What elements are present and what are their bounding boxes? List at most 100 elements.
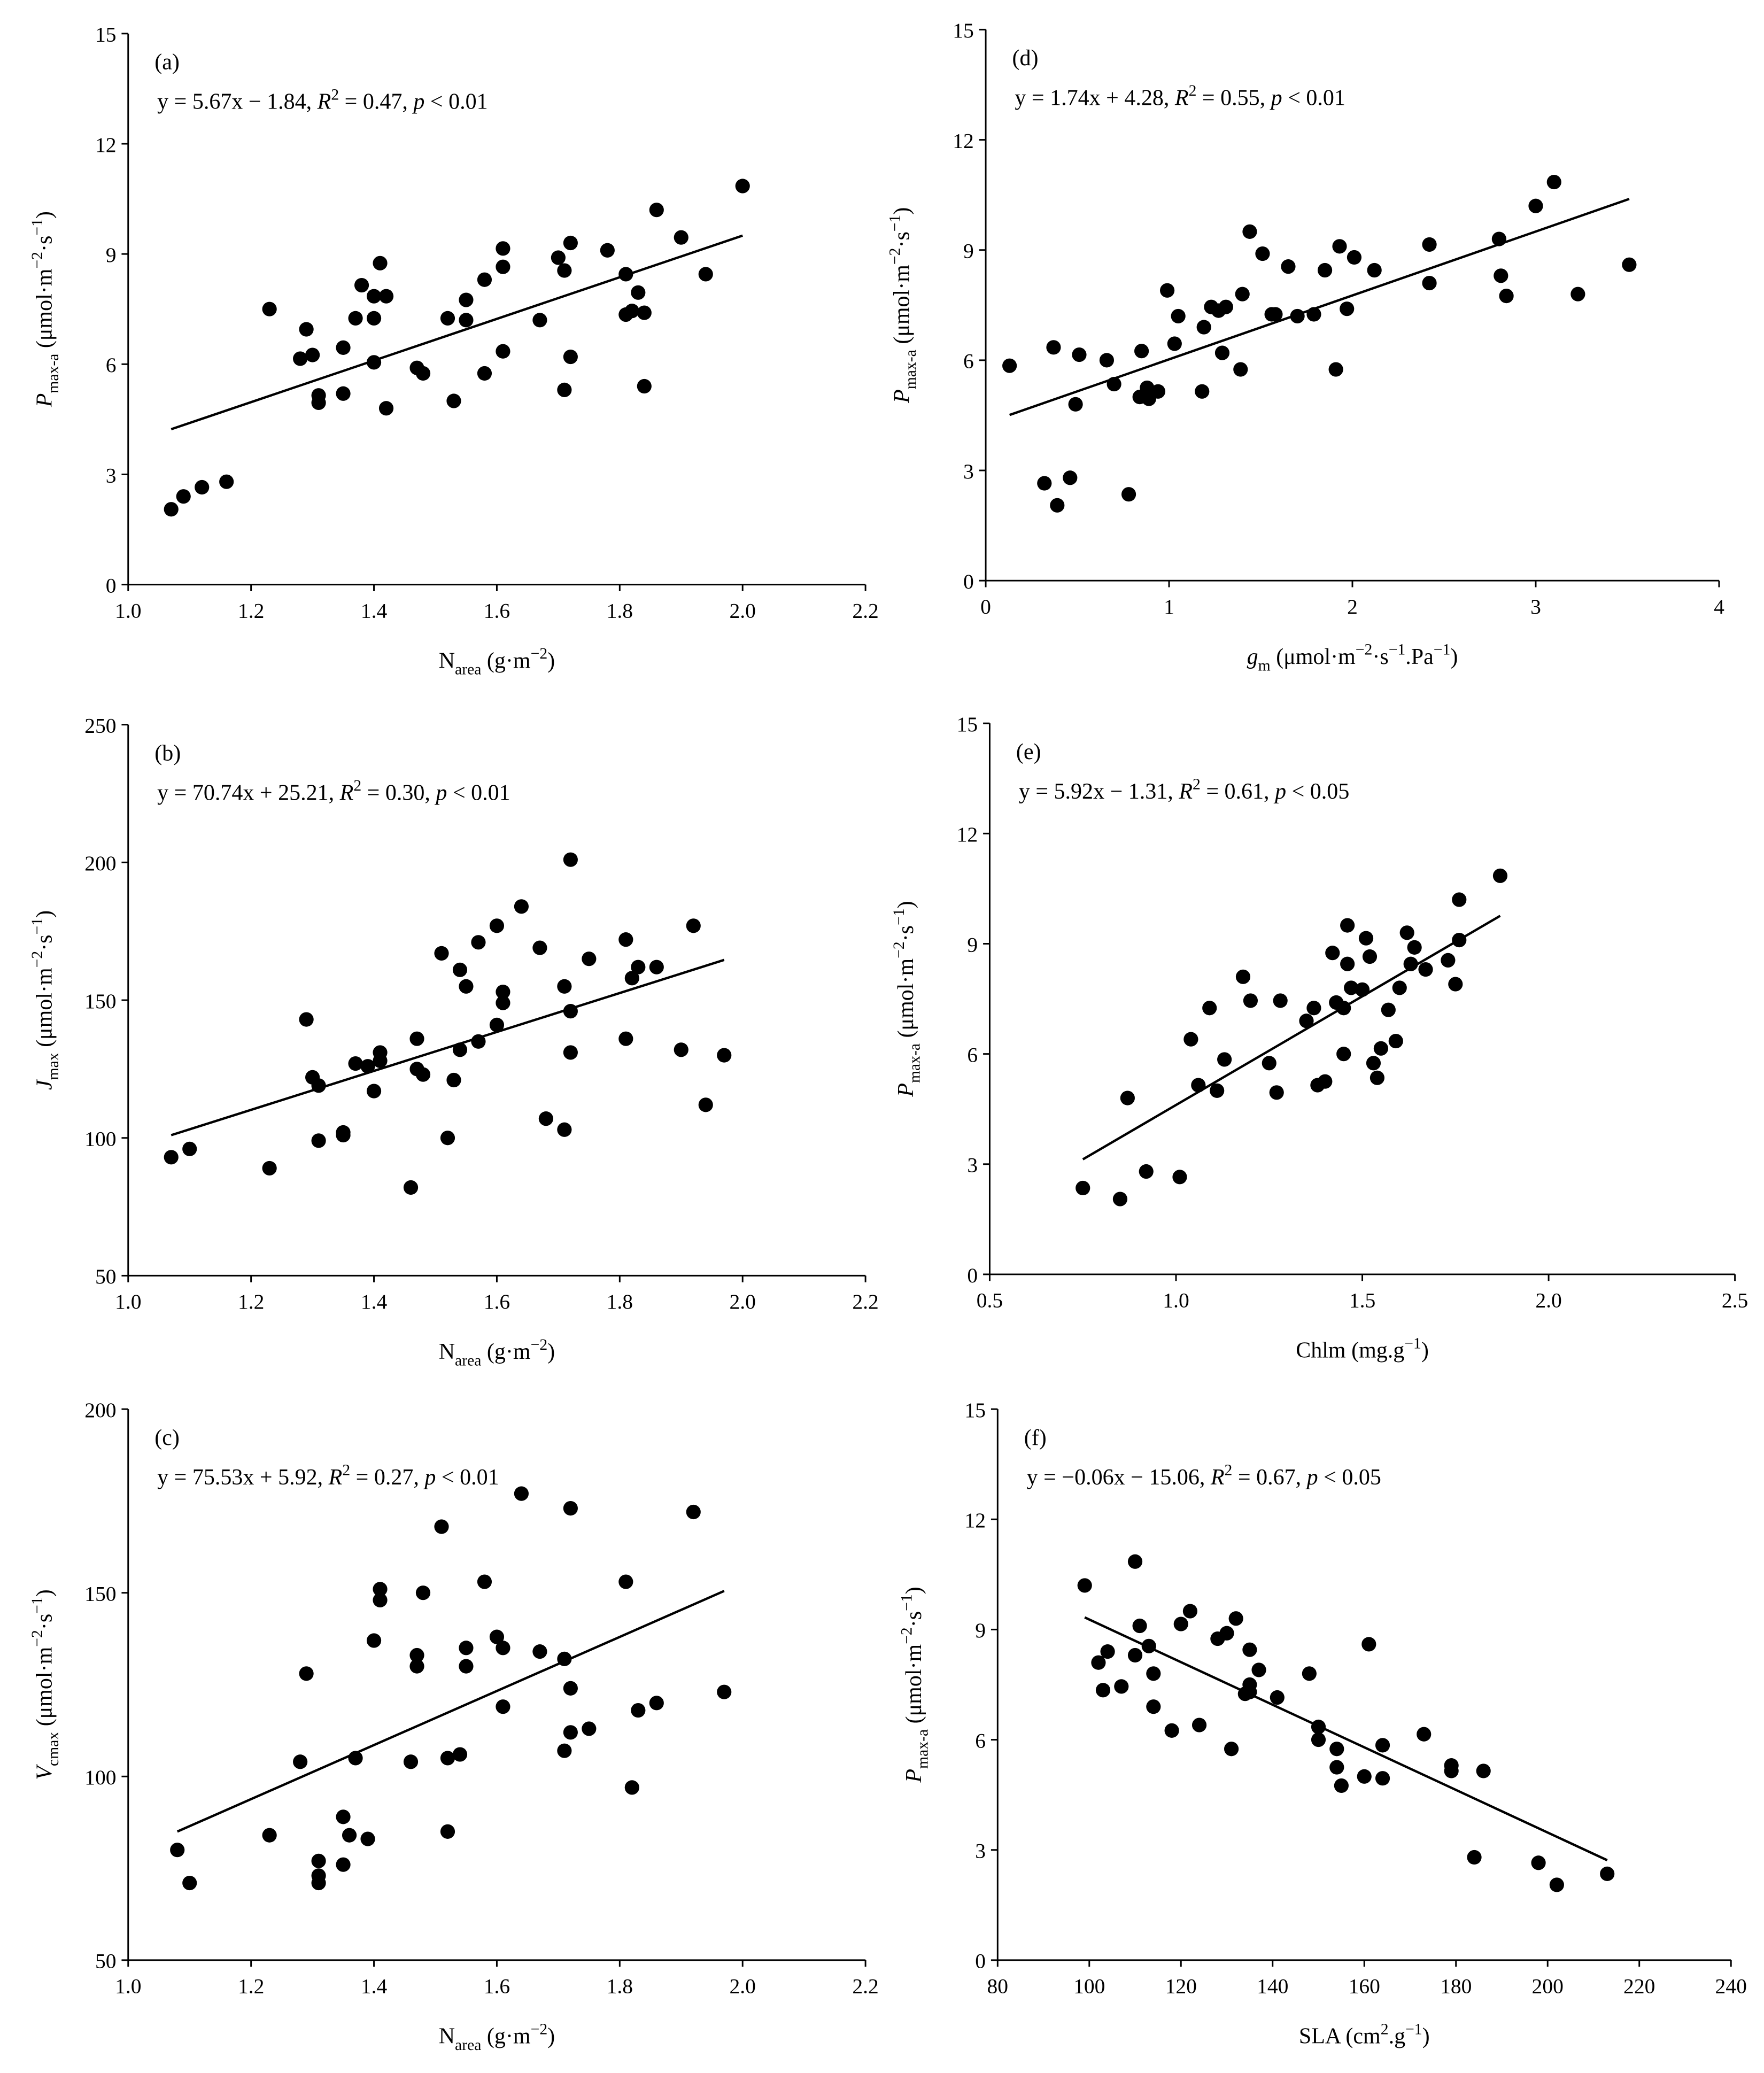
point	[1388, 1033, 1403, 1049]
text-part: R	[1178, 779, 1193, 804]
x-tick-label: 140	[1257, 1975, 1288, 1998]
point	[1392, 980, 1407, 995]
point	[446, 393, 461, 408]
text-part: 2	[331, 86, 339, 103]
text-part: )	[894, 901, 918, 908]
y-tick-label: 12	[95, 133, 117, 157]
point	[489, 1017, 505, 1033]
text-part: y = 75.53x + 5.92,	[157, 1465, 329, 1490]
x-tick-label: 2.0	[729, 599, 755, 622]
point	[1311, 1732, 1326, 1747]
x-tick-label: 1.0	[1163, 1289, 1189, 1312]
point	[1362, 949, 1378, 964]
point	[563, 1501, 578, 1516]
text-part: −1	[29, 1597, 46, 1614]
y-tick-label: 50	[95, 1265, 117, 1288]
text-part: 2	[1189, 82, 1197, 99]
point	[649, 960, 664, 974]
point	[1318, 1074, 1333, 1089]
point	[582, 952, 597, 966]
y-axis-label: Pmax-a (μmol·m−2·s−1)	[899, 1587, 932, 1783]
x-tick-label: 1.6	[484, 599, 510, 622]
point	[1251, 1662, 1266, 1677]
point	[1196, 320, 1211, 335]
point	[311, 1875, 326, 1891]
text-part: (μmol·m	[1271, 645, 1356, 669]
text-part: .Pa	[1405, 645, 1434, 669]
point	[582, 1721, 597, 1736]
point	[1202, 1001, 1217, 1016]
x-tick-label: 1.4	[361, 1975, 388, 1998]
y-axis-label: Pmax-a (μmol·m−2·s−1)	[891, 901, 924, 1097]
point	[1281, 259, 1296, 274]
point	[1325, 946, 1340, 961]
equation: y = 70.74x + 25.21, R2 = 0.30, p < 0.01	[157, 777, 510, 805]
point	[471, 935, 486, 950]
text-part: (μmol·m	[32, 1646, 57, 1731]
point	[1195, 384, 1210, 399]
text-part: = 0.30,	[361, 781, 436, 806]
point	[1347, 250, 1362, 265]
x-axis-label: SLA (cm2.g−1)	[1299, 2021, 1430, 2048]
y-tick-label: 50	[95, 1950, 117, 1973]
point	[1273, 993, 1288, 1008]
point	[348, 1056, 363, 1071]
y-tick-label: 100	[84, 1766, 116, 1789]
y-tick-label: 12	[957, 823, 978, 846]
point	[496, 1641, 510, 1656]
point	[176, 489, 191, 504]
panel-label: (d)	[1012, 46, 1038, 71]
point	[1132, 1618, 1147, 1634]
point	[618, 1574, 633, 1589]
point	[631, 1703, 646, 1718]
point	[532, 313, 547, 328]
text-part: −2	[531, 1336, 548, 1353]
point	[1140, 380, 1155, 396]
panel-label: (a)	[154, 50, 180, 75]
point	[1299, 1014, 1314, 1028]
y-tick-label: 100	[84, 1127, 116, 1151]
x-tick-label: 1.4	[361, 1290, 388, 1313]
x-tick-label: 2.0	[1535, 1289, 1561, 1312]
point	[195, 479, 210, 495]
point	[293, 351, 308, 366]
x-tick-label: 1.2	[238, 1975, 264, 1998]
point	[1100, 1644, 1115, 1659]
x-tick-label: 100	[1073, 1975, 1105, 1998]
point	[409, 1647, 424, 1663]
y-tick-label: 15	[957, 713, 978, 736]
fit-line	[1009, 198, 1630, 416]
point	[1357, 1769, 1372, 1784]
y-tick-label: 0	[975, 1950, 986, 1973]
text-part: ·s	[902, 1611, 926, 1627]
x-tick-label: 1.0	[115, 1290, 141, 1313]
text-part: < 0.01	[1282, 86, 1345, 110]
point	[1139, 1164, 1154, 1179]
x-tick-label: 80	[987, 1975, 1009, 1998]
panel-label: (c)	[154, 1426, 180, 1450]
point	[496, 344, 510, 359]
x-axis-label: Narea (g·m−2)	[439, 2021, 555, 2054]
point	[1370, 1070, 1385, 1085]
point	[446, 1072, 461, 1088]
text-part: P	[902, 1769, 926, 1783]
x-tick-label: 1	[1164, 595, 1174, 618]
text-part: SLA (cm	[1299, 2024, 1381, 2049]
point	[551, 250, 566, 265]
point	[360, 1059, 375, 1074]
x-tick-label: 4	[1714, 595, 1724, 618]
text-part: p	[1305, 1465, 1318, 1490]
point	[1334, 1778, 1349, 1793]
point	[366, 1633, 382, 1648]
point	[649, 1696, 664, 1711]
x-tick-label: 1.2	[238, 1290, 264, 1313]
point	[686, 1504, 701, 1520]
text-part: ·s	[1372, 645, 1388, 669]
text-part: g	[1247, 645, 1258, 669]
point	[1228, 1611, 1243, 1626]
text-part: = 0.55,	[1196, 86, 1271, 110]
text-part: 2	[1381, 2021, 1389, 2038]
point	[563, 852, 578, 867]
equation: y = −0.06x − 15.06, R2 = 0.67, p < 0.05	[1027, 1462, 1381, 1490]
y-tick-label: 3	[975, 1839, 986, 1863]
